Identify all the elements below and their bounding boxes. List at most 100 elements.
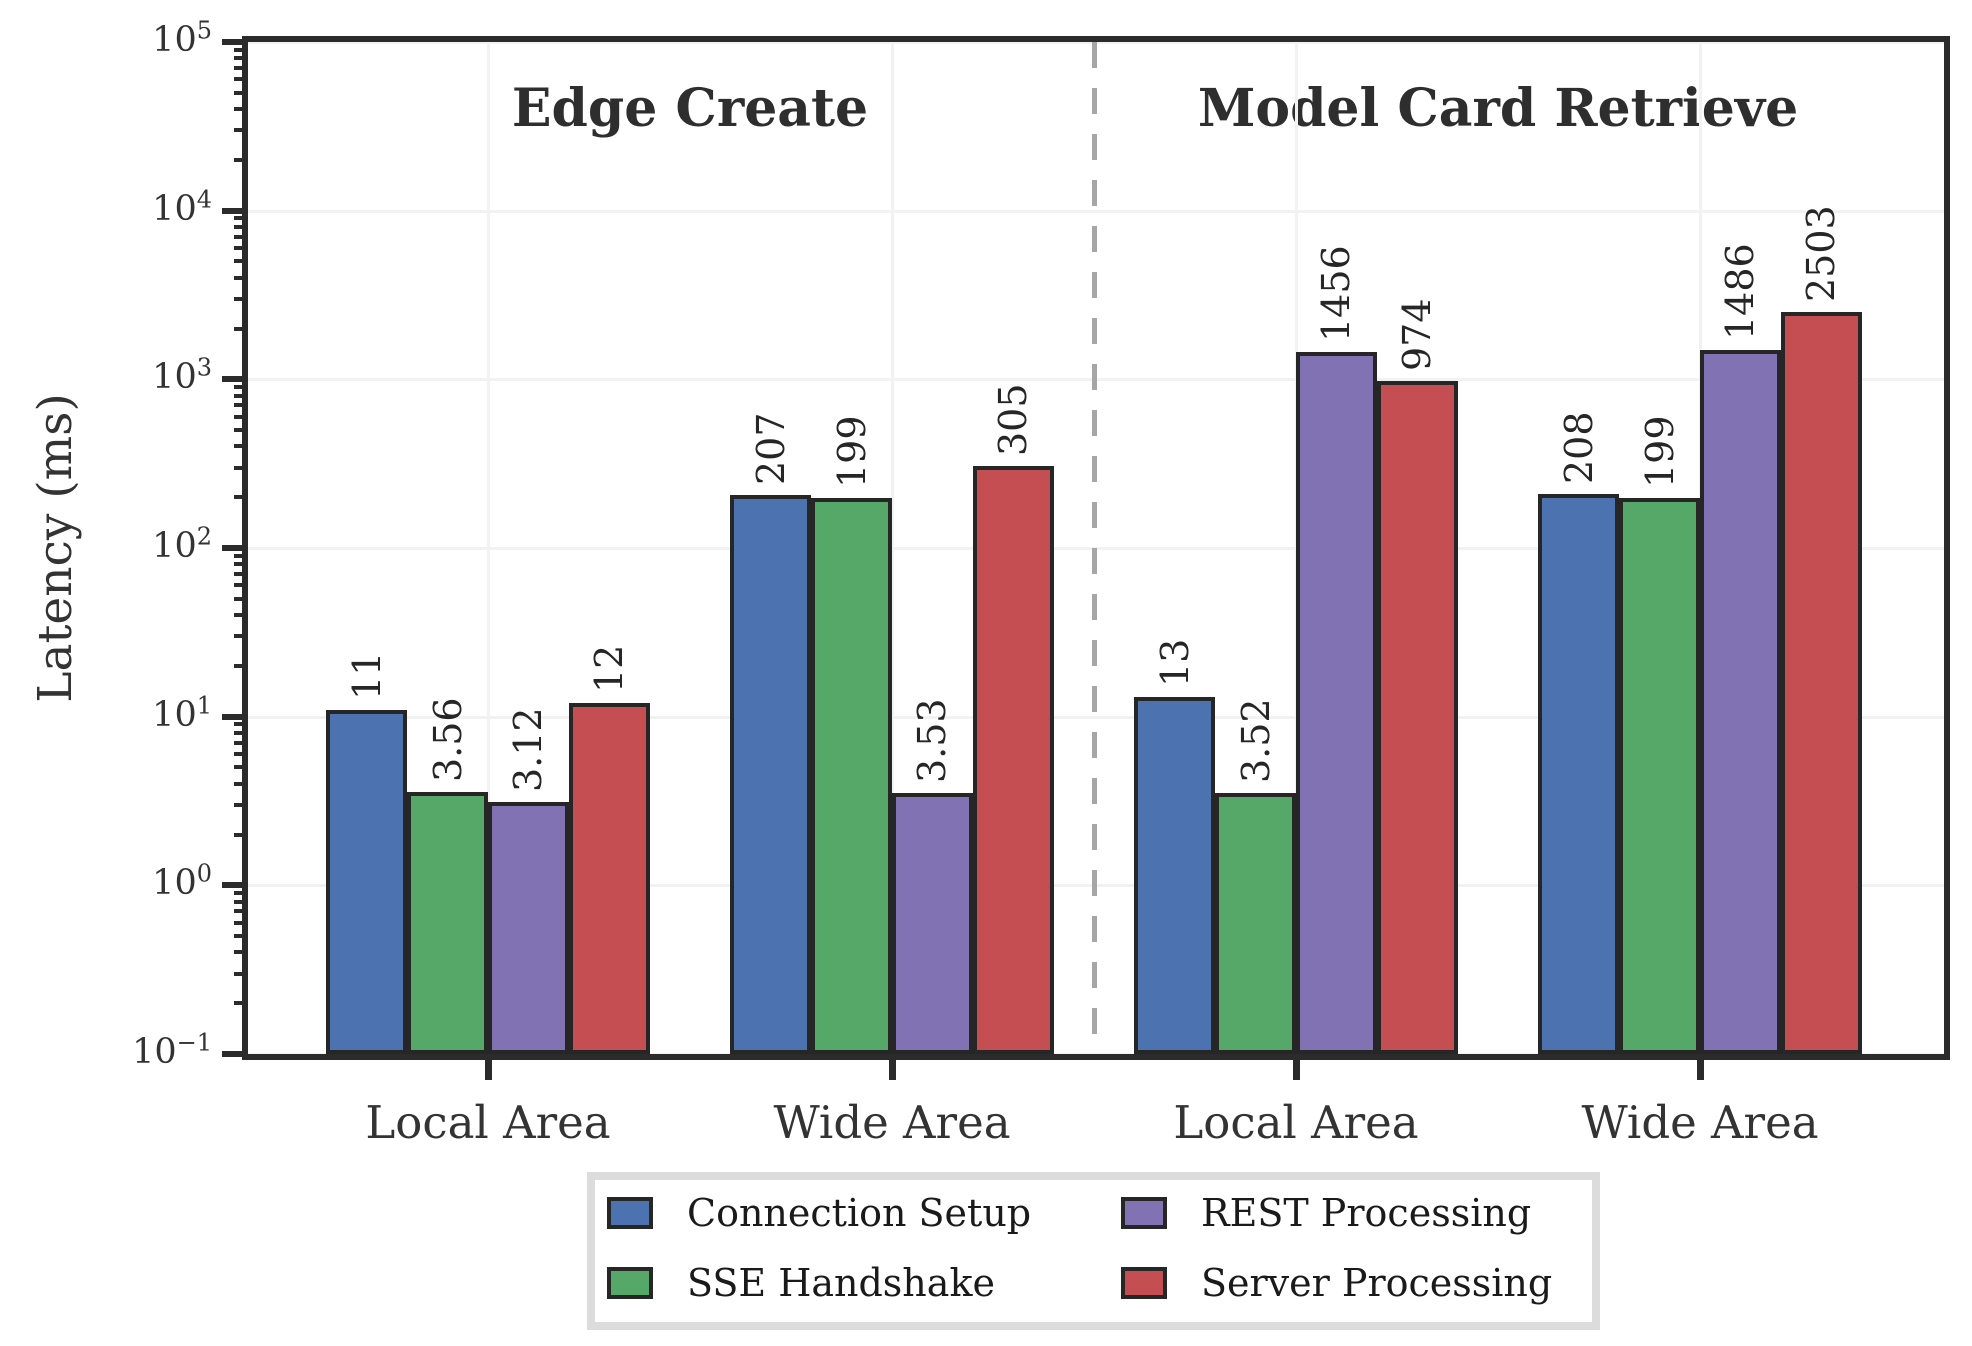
legend-item-label: REST Processing [1201, 1191, 1532, 1235]
bar-value-label: 2503 [1799, 205, 1844, 303]
y-minor-tick [234, 1001, 248, 1006]
y-minor-tick [234, 832, 248, 837]
legend-item-label: Server Processing [1201, 1261, 1553, 1305]
legend-item: REST Processing [1121, 1194, 1531, 1232]
legend-item: SSE Handshake [607, 1264, 995, 1302]
bar-rest-processing [488, 801, 569, 1054]
y-minor-tick [234, 909, 248, 914]
y-tick-label: 10−1 [132, 1028, 212, 1072]
y-minor-tick [234, 234, 248, 239]
y-tick-label: 103 [152, 353, 212, 398]
bar-sse-handshake [811, 497, 892, 1054]
legend-item-label: Connection Setup [687, 1191, 1032, 1235]
bar-value-label: 1486 [1718, 243, 1763, 341]
bar-sse-handshake [1215, 793, 1296, 1054]
bar-value-label: 199 [829, 415, 874, 488]
y-minor-tick [234, 920, 248, 925]
bar-sse-handshake [407, 792, 488, 1054]
y-minor-tick [234, 225, 248, 229]
bar-sse-handshake [1619, 497, 1700, 1054]
y-minor-tick [234, 428, 248, 433]
y-minor-tick [234, 596, 248, 601]
x-tick-label: Local Area [365, 1096, 611, 1149]
bar-connection-setup [1538, 494, 1620, 1054]
y-tick-label: 102 [152, 522, 212, 566]
y-minor-tick [234, 465, 248, 470]
y-minor-tick [234, 90, 248, 95]
y-minor-tick [234, 128, 248, 133]
bar-rest-processing [1296, 351, 1377, 1054]
y-minor-tick [234, 934, 248, 939]
y-minor-tick [234, 802, 248, 807]
bar-value-label: 12 [587, 644, 632, 694]
y-major-tick [222, 882, 248, 889]
y-tick-label: 100 [152, 859, 212, 904]
y-minor-tick [234, 246, 248, 251]
y-minor-tick [234, 326, 248, 331]
y-minor-tick [234, 414, 248, 419]
y-minor-tick [234, 393, 248, 398]
bar-value-label: 974 [1395, 298, 1440, 372]
y-minor-tick [234, 47, 248, 52]
gridline-vertical [487, 42, 490, 1054]
bar-value-label: 207 [748, 412, 793, 485]
bar-value-label: 3.12 [506, 707, 551, 792]
bar-connection-setup [730, 494, 812, 1054]
y-minor-tick [234, 765, 248, 770]
bar-value-label: 305 [991, 383, 1036, 457]
y-minor-tick [234, 613, 248, 618]
x-tick-label: Wide Area [773, 1096, 1011, 1149]
bar-server-processing [972, 466, 1054, 1054]
bar-value-label: 13 [1152, 639, 1197, 688]
y-minor-tick [234, 731, 248, 735]
y-major-tick [222, 1051, 248, 1057]
x-tick [1697, 1054, 1704, 1080]
y-major-tick [222, 39, 248, 45]
y-minor-tick [234, 583, 248, 588]
y-tick-label: 101 [152, 691, 212, 735]
legend-item-label: SSE Handshake [687, 1261, 995, 1305]
y-major-tick [222, 207, 248, 214]
y-minor-tick [234, 950, 248, 955]
x-tick-label: Wide Area [1581, 1096, 1819, 1149]
bar-connection-setup [326, 709, 408, 1054]
bar-value-label: 199 [1637, 415, 1682, 488]
y-minor-tick [234, 385, 248, 390]
y-minor-tick [234, 740, 248, 745]
bar-connection-setup [1134, 697, 1216, 1054]
x-tick [1293, 1054, 1300, 1080]
y-minor-tick [234, 553, 248, 558]
y-minor-tick [234, 495, 248, 500]
section-title-edge-create: Edge Create [511, 78, 869, 139]
bar-value-label: 1456 [1314, 245, 1359, 342]
legend-swatch [607, 1197, 653, 1229]
y-tick-label: 105 [152, 16, 212, 60]
y-minor-tick [234, 781, 248, 786]
x-tick [889, 1054, 896, 1080]
legend: Connection Setup SSE Handshake REST Proces… [587, 1172, 1600, 1330]
y-minor-tick [234, 899, 248, 904]
y-minor-tick [234, 216, 248, 221]
bar-value-label: 208 [1556, 411, 1601, 485]
y-minor-tick [234, 259, 248, 264]
legend-item: Server Processing [1121, 1264, 1552, 1302]
y-minor-tick [234, 107, 248, 112]
y-minor-tick [234, 562, 248, 567]
bar-value-label: 11 [344, 651, 389, 700]
y-minor-tick [234, 66, 248, 71]
y-minor-tick [234, 663, 248, 668]
y-minor-tick [234, 752, 248, 757]
bar-rest-processing [892, 792, 973, 1054]
bar-value-label: 3.52 [1233, 698, 1278, 784]
legend-item: Connection Setup [607, 1194, 1031, 1232]
section-title-model-card-retrieve: Model Card Retrieve [1197, 78, 1799, 139]
y-minor-tick [234, 634, 248, 639]
y-major-tick [222, 376, 248, 383]
y-minor-tick [234, 722, 248, 727]
bar-server-processing [1780, 312, 1862, 1054]
y-major-tick [222, 545, 248, 551]
y-minor-tick [234, 891, 248, 896]
y-tick-label: 104 [152, 185, 212, 229]
bar-value-label: 3.53 [910, 698, 955, 783]
